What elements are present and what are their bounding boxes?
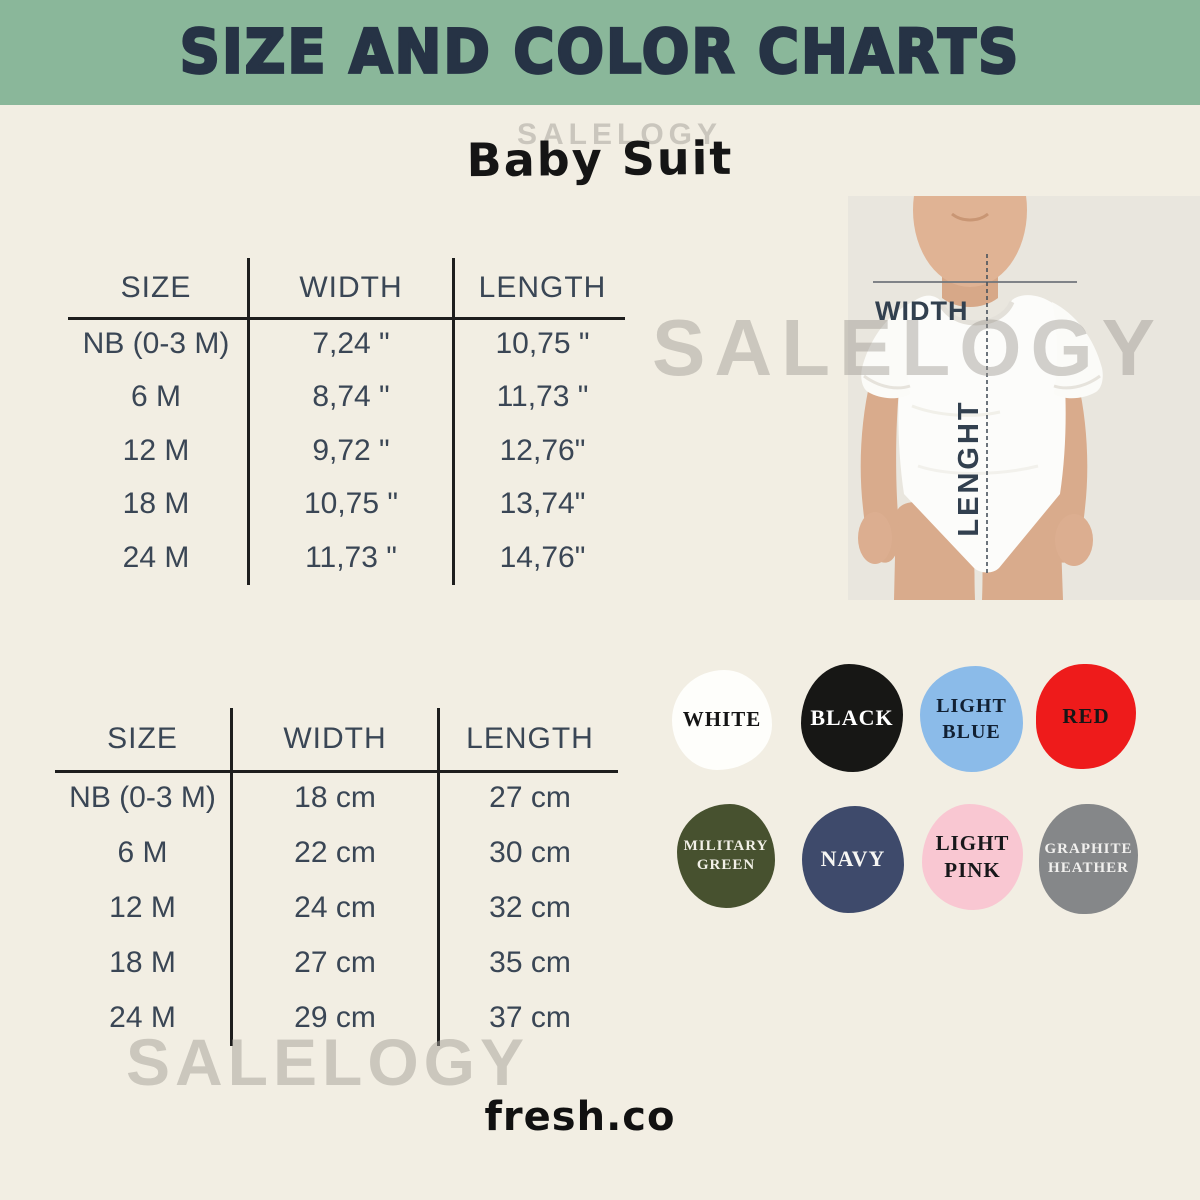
table-cell: 24 M xyxy=(109,1001,176,1035)
header-band: SIZE AND COLOR CHARTS xyxy=(0,0,1200,105)
color-label: BLUE xyxy=(942,721,1001,743)
table-cell: 9,72 " xyxy=(247,424,455,478)
column-header-length: LENGTH xyxy=(478,270,607,304)
table-cell: 29 cm xyxy=(230,990,440,1046)
size-table-centimeters: SIZE WIDTH LENGTH NB (0-3 M) 18 cm 27 cm… xyxy=(55,708,620,1046)
table-cell: 18 M xyxy=(122,487,190,521)
table-cell: NB (0-3 M) xyxy=(82,326,230,360)
table-cell: 12,76" xyxy=(499,433,586,467)
product-name: Baby Suit xyxy=(466,130,734,188)
table-cell: 35 cm xyxy=(489,946,571,980)
color-swatch-navy: NAVY xyxy=(802,806,904,913)
table-cell: 37 cm xyxy=(489,1001,571,1035)
color-swatch-graphite-heather: GRAPHITE HEATHER xyxy=(1039,804,1138,914)
table-cell: 11,73 " xyxy=(496,380,589,414)
table-cell: 13,74" xyxy=(499,487,586,521)
column-header-width: WIDTH xyxy=(247,258,455,317)
color-label: LIGHT xyxy=(935,830,1010,855)
color-label: GRAPHITE xyxy=(1044,840,1133,857)
color-label: PINK xyxy=(944,858,1001,882)
table-cell: 18 M xyxy=(109,946,176,980)
width-label: WIDTH xyxy=(875,296,968,326)
table-cell: 10,75 " xyxy=(247,477,455,531)
color-label: BLACK xyxy=(810,704,894,730)
table-cell: 24 M xyxy=(122,540,190,574)
color-swatch-white: WHITE xyxy=(672,670,772,770)
table-cell: 14,76" xyxy=(499,540,586,574)
table-cell: 27 cm xyxy=(489,780,571,814)
color-label: MILITARY xyxy=(683,837,769,854)
baby-suit-photo: WIDTH LENGHT xyxy=(848,196,1200,600)
column-header-width: WIDTH xyxy=(230,708,440,770)
color-swatch-light-pink: LIGHT PINK xyxy=(922,804,1023,910)
color-swatch-red: RED xyxy=(1036,664,1136,769)
column-header-length: LENGTH xyxy=(466,722,594,755)
brand-name: fresh.co xyxy=(484,1094,676,1140)
table-cell: 6 M xyxy=(117,835,168,869)
baby-head xyxy=(913,196,1027,287)
table-cell: 8,74 " xyxy=(247,370,455,424)
size-table-inches: SIZE WIDTH LENGTH NB (0-3 M) 7,24 " 10,7… xyxy=(65,258,630,585)
color-label: LIGHT xyxy=(936,695,1007,717)
page-title: SIZE AND COLOR CHARTS xyxy=(178,16,1021,89)
color-swatch-black: BLACK xyxy=(801,664,903,772)
table-cell: 18 cm xyxy=(230,770,440,826)
table-cell: NB (0-3 M) xyxy=(69,780,216,814)
table-cell: 11,73 " xyxy=(247,531,455,585)
table-cell: 12 M xyxy=(122,433,190,467)
column-header-size: SIZE xyxy=(107,722,178,755)
color-swatch-military-green: MILITARY GREEN xyxy=(677,804,775,908)
color-label: WHITE xyxy=(682,707,762,732)
table-cell: 30 cm xyxy=(489,835,571,869)
table-cell: 22 cm xyxy=(230,825,440,881)
table-cell: 6 M xyxy=(130,380,181,414)
table-cell: 32 cm xyxy=(489,890,571,924)
table-cell: 24 cm xyxy=(230,880,440,936)
column-header-size: SIZE xyxy=(120,270,192,304)
color-swatch-light-blue: LIGHT BLUE xyxy=(920,666,1023,772)
color-label: HEATHER xyxy=(1048,860,1129,876)
color-label: RED xyxy=(1062,703,1110,728)
length-label: LENGHT xyxy=(953,399,985,536)
table-cell: 27 cm xyxy=(230,935,440,991)
table-cell: 7,24 " xyxy=(247,317,455,371)
table-cell: 10,75 " xyxy=(495,326,590,360)
color-label: NAVY xyxy=(820,846,886,872)
table-header-rule xyxy=(55,770,618,773)
color-label: GREEN xyxy=(696,857,756,873)
table-header-rule xyxy=(68,317,625,320)
table-cell: 12 M xyxy=(109,890,176,924)
